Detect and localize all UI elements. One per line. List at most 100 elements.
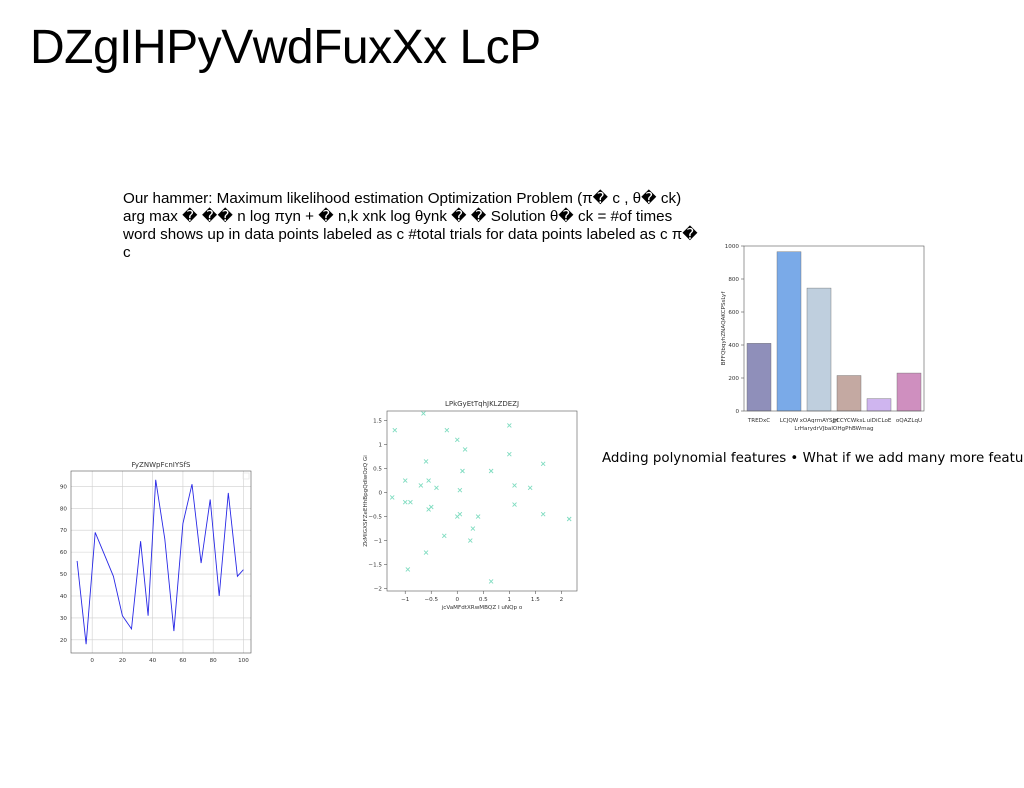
scatter-point xyxy=(405,567,411,572)
scatter-y-tick-label: 1 xyxy=(378,443,382,449)
bar-oQAZLqU xyxy=(896,372,922,412)
scatter-point xyxy=(512,502,517,507)
scatter-point xyxy=(426,507,431,512)
polynomial-features-text: Adding polynomial features • What if we … xyxy=(602,451,1024,466)
scatter-point xyxy=(389,495,395,500)
scatter-point xyxy=(470,526,476,531)
line-legend-box xyxy=(242,472,250,480)
scatter-plot-frame xyxy=(386,410,578,592)
bar-y-tick-label: 400 xyxy=(728,343,739,349)
scatter-x-tick-label: 1 xyxy=(508,597,512,603)
line-chart-canvas: FyZNWpFcnIYSfS 20 30 40 50 60 70 80 90 0 20 40 60 80 1… xyxy=(60,461,252,664)
bar-chart: TREDxC LCJQW xOAqrmAYSJH gCCYCWksL uiDiCLoE o… xyxy=(702,240,930,460)
line-y-tick-label: 40 xyxy=(60,594,68,600)
scatter-point xyxy=(507,423,512,428)
line-x-tick-label: 0 xyxy=(90,658,94,664)
scatter-point xyxy=(540,461,546,467)
line-plot-frame xyxy=(70,470,252,654)
line-chart-title: FyZNWpFcnIYSfS xyxy=(132,461,191,469)
scatter-x-tick-label: −1 xyxy=(401,597,410,603)
scatter-y-tick-label: 1.5 xyxy=(373,419,382,425)
scatter-point xyxy=(418,483,424,488)
scatter-point xyxy=(402,499,408,505)
bar-y-tick-label: 200 xyxy=(728,376,739,382)
line-y-tick-label: 70 xyxy=(60,528,68,534)
bar-y-tick-label: 1000 xyxy=(725,244,740,250)
scatter-x-tick-label: 2 xyxy=(560,597,564,603)
line-chart: FyZNWpFcnIYSfS 20 30 40 50 60 70 80 90 0 20 40 60 80 1… xyxy=(55,457,260,672)
bar-uiDiCLoE xyxy=(866,398,892,412)
bar-x-tick-label: uiDiCLoE xyxy=(867,418,892,424)
line-y-tick-label: 50 xyxy=(60,572,68,578)
scatter-y-tick-label: −2 xyxy=(374,587,382,593)
line-x-tick-label: 100 xyxy=(238,658,249,664)
line-y-tick-label: 20 xyxy=(60,638,68,644)
scatter-point xyxy=(402,478,408,483)
scatter-point xyxy=(540,511,546,517)
bar-y-tick-label: 600 xyxy=(728,310,739,316)
line-y-tick-label: 90 xyxy=(60,484,68,490)
bar-y-axis-label: BFFQbqyhZNAQAKCPSsLyf xyxy=(721,291,727,366)
mle-text-block: Our hammer: Maximum likelihood estimatio… xyxy=(123,190,698,261)
scatter-x-axis-label: jcVaMFdtXRwMBQZ I uNQp o xyxy=(441,605,523,611)
scatter-point xyxy=(434,485,439,491)
scatter-chart: LPkGyEtTqhJKLZDEZJ −1 −0.5 0 0.5 1 1.5 2 −2 −1.5 −… xyxy=(355,395,585,615)
scatter-point xyxy=(566,516,572,522)
scatter-point xyxy=(441,533,447,539)
bar-x-tick-label: gCCYCWksL xyxy=(832,418,866,424)
line-y-tick-label: 80 xyxy=(60,506,68,512)
scatter-point xyxy=(426,478,431,483)
bar-x-tick-label: TREDxC xyxy=(747,418,770,424)
scatter-point xyxy=(527,485,533,491)
scatter-point xyxy=(460,468,465,474)
scatter-point xyxy=(454,437,460,443)
bar-LCJQW xyxy=(776,251,802,412)
scatter-y-tick-label: 0 xyxy=(378,491,382,497)
line-x-tick-label: 60 xyxy=(179,658,187,664)
line-x-tick-label: 80 xyxy=(210,658,218,664)
bar-y-tick-label: 0 xyxy=(735,409,739,415)
scatter-point xyxy=(454,514,460,519)
scatter-point xyxy=(488,468,494,474)
bar-gCCYCWksL xyxy=(836,375,862,412)
scatter-chart-canvas: LPkGyEtTqhJKLZDEZJ −1 −0.5 0 0.5 1 1.5 2 −2 −1.5 −… xyxy=(363,400,578,611)
scatter-point xyxy=(462,447,468,452)
scatter-point xyxy=(467,538,473,543)
scatter-point xyxy=(475,514,481,519)
scatter-point xyxy=(423,459,429,464)
bar-plot-frame xyxy=(743,245,925,412)
bar-xOAqrmAYSJH xyxy=(806,287,832,412)
scatter-y-axis-label: ZkMIGXSFZeEHhBpgQdIwOzQ Gi xyxy=(363,455,369,547)
scatter-point xyxy=(488,579,494,584)
scatter-y-tick-label: −0.5 xyxy=(368,515,382,521)
bar-x-tick-label: LCJQW xyxy=(780,418,799,424)
scatter-y-tick-label: 0.5 xyxy=(373,467,382,473)
scatter-point xyxy=(507,451,512,457)
line-x-tick-label: 40 xyxy=(149,658,157,664)
scatter-point xyxy=(408,499,413,505)
line-y-tick-label: 30 xyxy=(60,616,68,622)
line-y-tick-label: 60 xyxy=(60,550,68,556)
scatter-point xyxy=(457,487,463,493)
scatter-y-tick-label: −1 xyxy=(374,539,383,545)
line-x-tick-label: 20 xyxy=(119,658,127,664)
bar-TREDxC xyxy=(746,343,772,412)
scatter-x-tick-label: 0.5 xyxy=(479,597,488,603)
bar-x-tick-label: xOAqrmAYSJH xyxy=(800,418,839,424)
bar-x-tick-label: oQAZLqU xyxy=(896,418,922,424)
scatter-point xyxy=(421,411,426,416)
scatter-x-tick-label: 1.5 xyxy=(531,597,540,603)
slide-title: DZgIHPyVwdFuxXx LcP xyxy=(30,21,541,74)
scatter-x-tick-label: −0.5 xyxy=(424,597,438,603)
scatter-x-tick-label: 0 xyxy=(455,597,459,603)
scatter-title: LPkGyEtTqhJKLZDEZJ xyxy=(445,400,519,408)
scatter-point xyxy=(512,483,517,488)
scatter-y-tick-label: −1.5 xyxy=(368,563,382,569)
line-series xyxy=(76,479,244,645)
bar-x-axis-label: LrHarydrVJbalOHgPhBWmag xyxy=(794,426,874,432)
bar-y-tick-label: 800 xyxy=(728,277,739,283)
scatter-point xyxy=(423,550,429,555)
scatter-point xyxy=(392,427,398,433)
scatter-point xyxy=(444,427,450,433)
